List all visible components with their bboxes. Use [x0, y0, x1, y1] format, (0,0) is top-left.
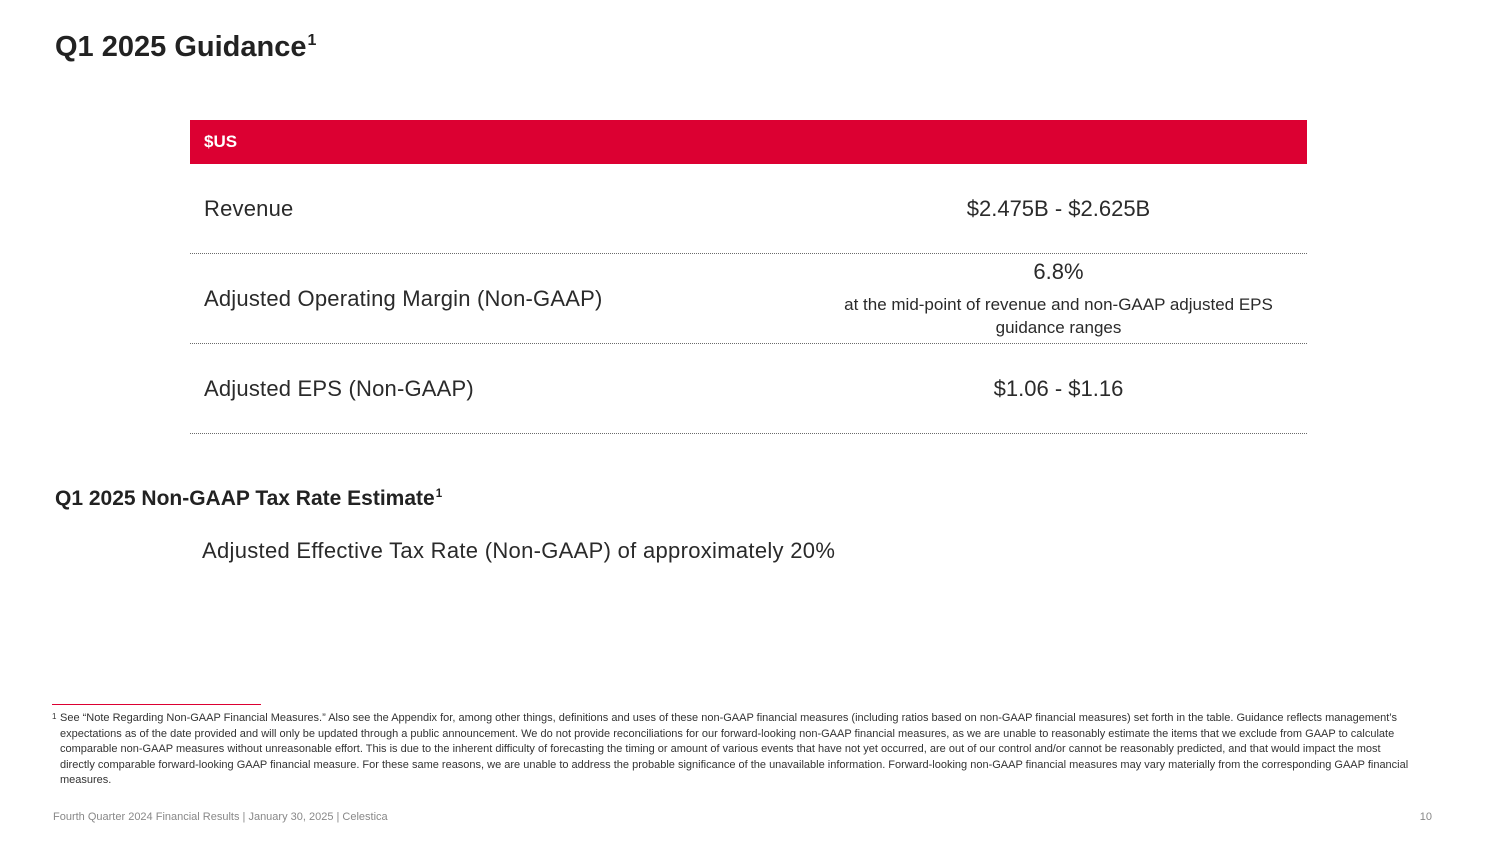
row-label: Adjusted EPS (Non-GAAP)	[204, 375, 474, 401]
row-value: 6.8% at the mid-point of revenue and non…	[810, 259, 1307, 339]
footer-text: Fourth Quarter 2024 Financial Results | …	[53, 811, 388, 823]
table-row-adjusted-eps: Adjusted EPS (Non-GAAP) $1.06 - $1.16	[190, 344, 1307, 434]
guidance-table: $US Revenue $2.475B - $2.625B Adjusted O…	[190, 120, 1307, 434]
row-value: $1.06 - $1.16	[810, 376, 1307, 402]
row-value-main: 6.8%	[1033, 258, 1084, 284]
row-value: $2.475B - $2.625B	[810, 196, 1307, 222]
row-value-main: $1.06 - $1.16	[993, 375, 1124, 401]
tax-section-title-text: Q1 2025 Non-GAAP Tax Rate Estimate	[55, 487, 435, 510]
tax-section-title: Q1 2025 Non-GAAP Tax Rate Estimate1	[55, 487, 442, 511]
footnote-text: See “Note Regarding Non-GAAP Financial M…	[60, 712, 1409, 786]
tax-title-footnote-mark: 1	[435, 488, 443, 500]
table-header: $US	[190, 120, 1307, 164]
row-label: Revenue	[204, 195, 294, 221]
tax-rate-statement: Adjusted Effective Tax Rate (Non-GAAP) o…	[202, 538, 836, 563]
footnote: 1 See “Note Regarding Non-GAAP Financial …	[52, 711, 1414, 789]
footnote-divider	[52, 704, 261, 705]
row-value-main: $2.475B - $2.625B	[966, 195, 1151, 221]
slide-title: Q1 2025 Guidance1	[55, 31, 316, 64]
title-footnote-mark: 1	[307, 32, 317, 50]
slide-title-text: Q1 2025 Guidance	[55, 31, 307, 63]
row-label: Adjusted Operating Margin (Non-GAAP)	[204, 285, 603, 311]
row-value-note: at the mid-point of revenue and non-GAAP…	[844, 294, 1273, 337]
table-row-revenue: Revenue $2.475B - $2.625B	[190, 164, 1307, 254]
footnote-mark: 1	[52, 712, 57, 721]
page-number: 10	[1419, 811, 1432, 823]
table-row-operating-margin: Adjusted Operating Margin (Non-GAAP) 6.8…	[190, 254, 1307, 344]
